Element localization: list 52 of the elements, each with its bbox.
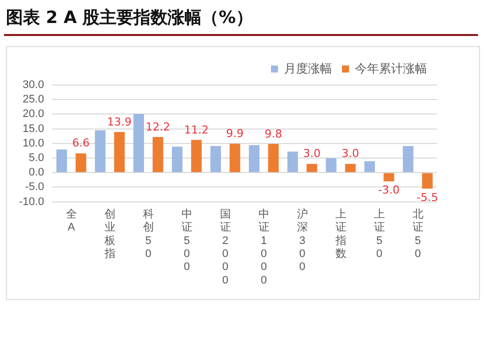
data-label: 12.2 bbox=[146, 120, 170, 134]
legend-label: 今年累计涨幅 bbox=[355, 61, 427, 76]
data-label: 9.8 bbox=[264, 127, 282, 140]
x-tick-label: 沪深300 bbox=[296, 207, 308, 274]
data-label: 9.9 bbox=[226, 127, 244, 140]
data-label: 11.2 bbox=[184, 123, 209, 136]
bar bbox=[210, 146, 221, 172]
x-tick-label: 创业板指 bbox=[103, 208, 116, 260]
bar bbox=[345, 164, 356, 172]
x-tick-label: 北证50 bbox=[412, 207, 424, 260]
bar bbox=[306, 164, 318, 172]
bar bbox=[56, 150, 67, 172]
bar bbox=[422, 173, 433, 189]
y-tick-label: 25.0 bbox=[22, 94, 44, 106]
x-tick-label: 上证指数 bbox=[334, 207, 346, 260]
y-tick-label: -10.0 bbox=[18, 196, 44, 208]
x-tick-label: 中证500 bbox=[181, 207, 192, 274]
y-tick-label: 30.0 bbox=[22, 79, 44, 92]
y-tick-label: 5.0 bbox=[28, 152, 44, 164]
x-tick-label: 中证1000 bbox=[258, 207, 270, 286]
bar bbox=[248, 145, 260, 172]
y-tick-label: 0.0 bbox=[28, 166, 44, 179]
x-tick-label: 全A bbox=[66, 208, 77, 234]
bar bbox=[364, 161, 375, 172]
y-tick-label: -5.0 bbox=[25, 181, 44, 194]
bar bbox=[133, 114, 144, 172]
data-label: -5.5 bbox=[416, 191, 438, 204]
data-label: -3.0 bbox=[378, 184, 400, 197]
data-label: 13.9 bbox=[107, 115, 132, 128]
bar bbox=[172, 146, 182, 172]
y-tick-label: 15.0 bbox=[22, 122, 44, 135]
bar bbox=[268, 144, 279, 172]
x-tick-label: 科创50 bbox=[142, 208, 154, 260]
bar bbox=[402, 146, 414, 172]
y-tick-label: 10.0 bbox=[22, 137, 44, 150]
bar bbox=[384, 173, 394, 182]
bar bbox=[230, 144, 240, 172]
bar bbox=[94, 130, 106, 172]
data-label: 6.6 bbox=[72, 136, 90, 150]
x-tick-label: 上证50 bbox=[374, 207, 385, 260]
x-tick-label: 国证2000 bbox=[220, 208, 231, 286]
bar bbox=[326, 158, 336, 172]
y-tick-label: 20.0 bbox=[22, 108, 44, 120]
bar bbox=[191, 140, 202, 172]
bar bbox=[287, 152, 298, 172]
chart-title: 图表 2 A 股主要指数涨幅（%） bbox=[6, 7, 253, 29]
legend-label: 月度涨幅 bbox=[284, 61, 332, 76]
bar bbox=[152, 136, 164, 172]
bar bbox=[76, 153, 86, 172]
data-label: 3.0 bbox=[342, 147, 360, 160]
bar bbox=[114, 132, 125, 172]
data-label: 3.0 bbox=[303, 147, 321, 160]
